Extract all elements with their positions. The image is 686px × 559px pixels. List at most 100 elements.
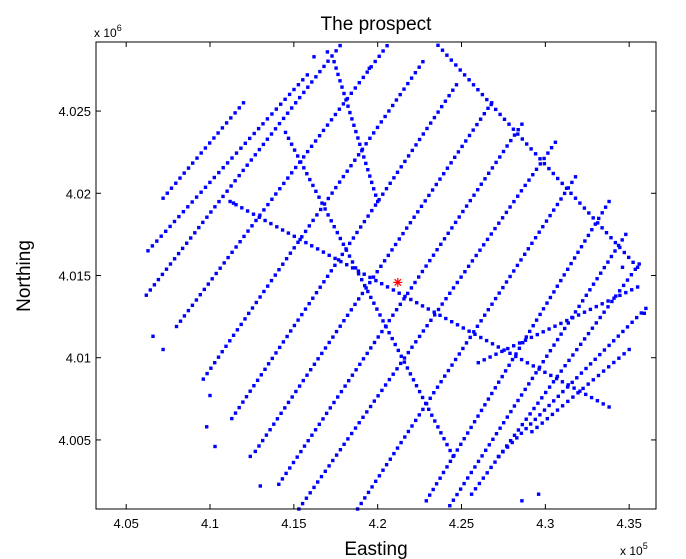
data-point <box>454 83 459 87</box>
data-point <box>493 226 497 231</box>
data-point <box>553 324 557 328</box>
data-point <box>582 337 587 341</box>
data-point <box>508 205 512 209</box>
data-point <box>202 287 206 292</box>
data-point <box>310 244 314 248</box>
data-point <box>531 324 535 328</box>
data-point <box>387 377 392 382</box>
data-point <box>545 301 549 305</box>
data-point <box>356 269 361 273</box>
data-point <box>201 377 205 381</box>
data-point <box>346 437 350 441</box>
data-point <box>439 431 443 435</box>
data-point <box>296 240 300 244</box>
data-point <box>209 210 213 214</box>
data-point <box>245 163 249 167</box>
data-point <box>361 415 365 419</box>
data-point <box>327 253 331 257</box>
data-point <box>606 260 610 264</box>
data-point <box>266 362 271 366</box>
data-point <box>257 444 261 448</box>
data-point <box>607 365 611 369</box>
data-point <box>405 366 410 370</box>
data-point <box>489 102 493 107</box>
data-point <box>334 66 338 70</box>
data-point <box>342 91 346 96</box>
data-point <box>213 444 217 449</box>
data-point <box>193 231 197 235</box>
data-point <box>547 327 551 331</box>
data-point <box>506 346 510 351</box>
data-point <box>339 259 343 264</box>
data-point <box>239 322 243 327</box>
data-point <box>201 220 205 225</box>
data-point <box>500 216 505 220</box>
data-point <box>258 295 262 299</box>
data-point <box>593 357 597 361</box>
data-point <box>372 187 376 191</box>
data-point <box>609 254 614 259</box>
data-point <box>482 243 486 247</box>
data-point <box>384 187 389 191</box>
data-point <box>391 372 395 376</box>
data-point <box>235 328 240 332</box>
data-point <box>438 177 442 181</box>
data-point <box>390 248 394 252</box>
data-point <box>362 155 366 159</box>
data-point <box>295 455 299 459</box>
data-point <box>289 329 293 333</box>
data-point <box>299 449 303 454</box>
data-point <box>383 114 387 119</box>
data-point <box>393 342 397 347</box>
data-point <box>300 235 304 239</box>
data-point <box>233 411 238 415</box>
data-point <box>516 194 520 198</box>
data-point <box>501 149 506 154</box>
data-point <box>300 312 304 317</box>
data-point <box>427 193 431 198</box>
data-point <box>366 168 370 172</box>
data-point <box>277 268 281 272</box>
data-point <box>245 209 250 213</box>
data-point <box>266 202 270 207</box>
data-point <box>462 437 466 441</box>
data-point <box>440 104 444 109</box>
data-point <box>440 302 444 306</box>
data-point <box>350 373 355 377</box>
data-point <box>406 81 410 86</box>
data-point <box>570 180 574 185</box>
data-point <box>410 424 414 428</box>
data-point <box>560 181 564 186</box>
data-point <box>533 236 538 240</box>
data-point <box>283 130 288 135</box>
data-point <box>198 293 202 297</box>
data-point <box>627 347 631 352</box>
x-axis-label: Easting <box>344 539 407 559</box>
data-point <box>490 302 494 306</box>
data-point <box>449 58 453 62</box>
data-point <box>502 421 506 425</box>
data-point <box>379 120 383 124</box>
data-point <box>288 251 293 255</box>
data-point <box>436 110 440 114</box>
data-point <box>165 191 169 195</box>
data-point <box>410 148 414 153</box>
data-point <box>305 149 310 154</box>
data-point <box>642 311 646 315</box>
data-point <box>305 172 309 176</box>
data-point <box>239 146 243 150</box>
data-point <box>536 492 541 496</box>
data-point <box>190 200 194 204</box>
data-point <box>381 192 385 196</box>
data-point <box>371 275 376 279</box>
data-point <box>374 479 378 483</box>
data-point <box>373 59 377 64</box>
data-point <box>514 352 518 356</box>
data-point <box>440 48 445 52</box>
data-point <box>278 187 282 191</box>
data-point <box>370 208 374 213</box>
data-point <box>284 257 289 261</box>
data-point <box>612 360 616 365</box>
data-point <box>381 319 385 323</box>
